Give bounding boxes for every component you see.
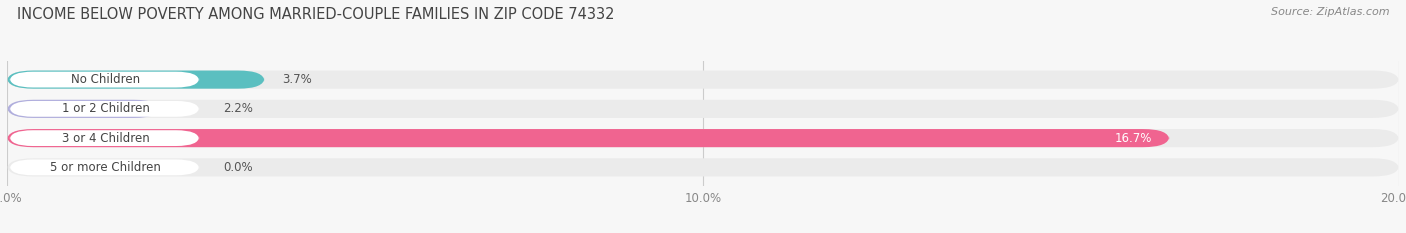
- Text: 3 or 4 Children: 3 or 4 Children: [62, 132, 149, 145]
- Text: 0.0%: 0.0%: [222, 161, 253, 174]
- FancyBboxPatch shape: [7, 158, 1399, 176]
- Text: 2.2%: 2.2%: [222, 102, 253, 115]
- Text: INCOME BELOW POVERTY AMONG MARRIED-COUPLE FAMILIES IN ZIP CODE 74332: INCOME BELOW POVERTY AMONG MARRIED-COUPL…: [17, 7, 614, 22]
- FancyBboxPatch shape: [10, 72, 200, 88]
- FancyBboxPatch shape: [7, 71, 264, 89]
- Text: 1 or 2 Children: 1 or 2 Children: [62, 102, 150, 115]
- Text: 5 or more Children: 5 or more Children: [51, 161, 162, 174]
- FancyBboxPatch shape: [7, 129, 1399, 147]
- Text: No Children: No Children: [72, 73, 141, 86]
- Text: 3.7%: 3.7%: [283, 73, 312, 86]
- FancyBboxPatch shape: [7, 100, 1399, 118]
- Text: 16.7%: 16.7%: [1115, 132, 1152, 145]
- FancyBboxPatch shape: [10, 159, 200, 175]
- FancyBboxPatch shape: [10, 130, 200, 146]
- FancyBboxPatch shape: [7, 71, 1399, 89]
- FancyBboxPatch shape: [7, 100, 160, 118]
- Text: Source: ZipAtlas.com: Source: ZipAtlas.com: [1271, 7, 1389, 17]
- FancyBboxPatch shape: [10, 101, 200, 117]
- FancyBboxPatch shape: [7, 129, 1170, 147]
